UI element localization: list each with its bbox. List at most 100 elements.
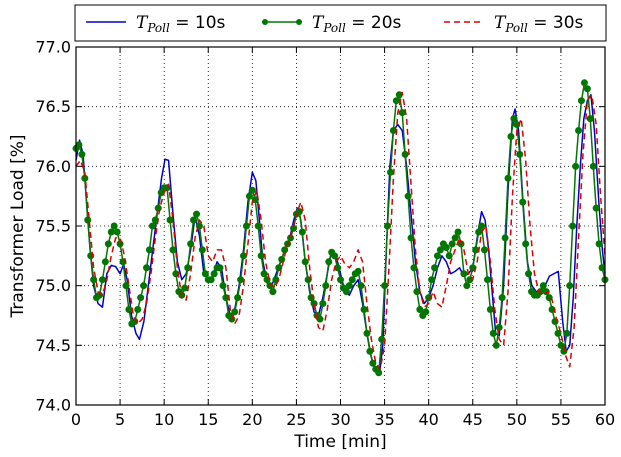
data-point [113,228,121,236]
data-point [422,308,430,316]
data-point [363,329,371,337]
data-point [501,234,509,242]
data-point [298,228,306,236]
x-tick-label: 30 [330,410,350,429]
data-point [589,162,597,170]
data-point [193,210,201,218]
data-point [181,284,189,292]
data-point [381,282,389,290]
data-point [122,282,130,290]
legend-subscript: Poll [322,21,346,35]
data-point [401,150,409,158]
data-point [234,294,242,302]
series-line [75,91,606,370]
data-point [295,208,303,216]
data-point [248,186,256,194]
data-point [104,240,112,248]
y-tick-label: 74.5 [35,336,71,355]
data-point [222,294,230,302]
data-point [378,335,386,343]
legend-item: TPoll = 10s [86,13,226,35]
data-point [489,329,497,337]
data-point [478,222,486,230]
y-tick-label: 77.0 [35,38,71,57]
series-layer [72,79,609,377]
data-point [140,282,148,290]
data-point [566,282,574,290]
data-point [143,264,151,272]
data-point [90,276,98,284]
data-point [445,252,453,260]
data-point [322,282,330,290]
data-point [357,282,365,290]
x-axis-label: Time [min] [293,432,386,452]
legend-marker [262,19,268,25]
data-point [107,228,115,236]
y-tick-label: 75.0 [35,276,71,295]
data-point [539,282,547,290]
data-point [563,329,571,337]
data-point [480,246,488,254]
legend-label: TPoll = 10s [136,13,226,35]
y-tick-label: 74.0 [35,396,71,415]
data-point [190,216,198,224]
data-point [84,216,92,224]
y-tick-label: 76.0 [35,157,71,176]
data-point [472,246,480,254]
x-tick-label: 55 [551,410,571,429]
data-point [245,192,253,200]
data-point [507,133,515,140]
data-point [242,222,250,230]
legend-box [74,4,607,42]
data-point [325,258,333,266]
x-tick-label: 40 [418,410,438,429]
data-point [75,141,83,149]
data-point [575,127,583,135]
data-point [78,150,86,158]
data-point [166,216,174,224]
data-point [592,204,600,212]
data-point [210,270,218,278]
data-point [486,306,494,314]
data-point [169,246,177,254]
data-point [360,306,368,314]
legend-label: TPoll = 30s [494,13,584,35]
data-point [383,222,391,230]
x-tick-label: 45 [463,410,483,429]
data-point [110,222,118,230]
data-point [577,97,585,105]
x-tick-label: 5 [115,410,125,429]
x-tick-label: 15 [198,410,218,429]
data-point [569,222,577,230]
data-point [583,85,591,93]
y-tick-label: 76.5 [35,97,71,116]
legend-value: = 10s [170,13,226,33]
data-point [201,270,209,278]
data-point [572,162,580,170]
data-point [522,240,530,248]
data-point [595,240,603,248]
data-point [275,264,283,272]
data-point [134,306,142,314]
data-point [301,258,309,266]
data-point [354,267,362,275]
data-point [101,258,109,266]
legend-label: TPoll = 20s [312,13,402,35]
data-point [389,127,397,135]
data-point [492,341,500,349]
legend: TPoll = 10s TPoll = 20s TPoll = 30s [74,4,607,42]
data-point [216,264,224,272]
legend-item: TPoll = 30s [444,13,584,35]
data-point [416,306,424,314]
legend-items: TPoll = 10s TPoll = 20s TPoll = 30s [86,13,584,35]
data-point [598,264,606,272]
data-point [342,288,350,296]
data-point [386,168,394,176]
data-point [348,276,356,284]
data-point [145,246,153,254]
y-axis-label: Transformer Load [%] [8,134,28,318]
data-point [448,240,456,248]
x-tick-label: 0 [71,410,81,429]
data-point [498,294,506,302]
